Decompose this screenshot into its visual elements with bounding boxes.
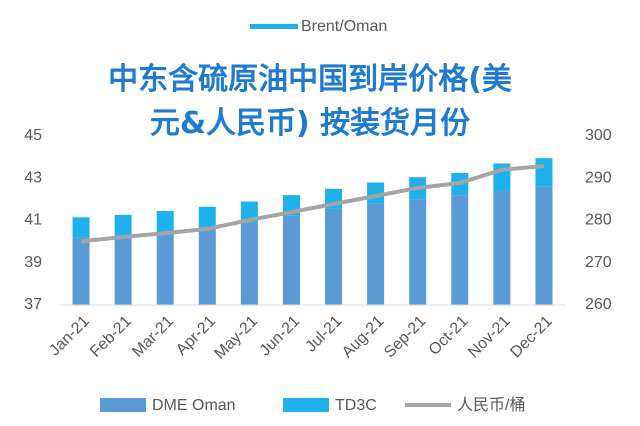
legend-label: DME Oman <box>152 397 236 414</box>
bar <box>156 210 174 234</box>
bar <box>282 215 300 305</box>
bar <box>240 222 258 305</box>
bar <box>114 214 132 236</box>
x-tick-label: Feb-21 <box>87 313 135 361</box>
y2-tick-label: 270 <box>585 254 612 271</box>
y-tick-label: 41 <box>24 212 42 229</box>
x-tick-label: Sep-21 <box>381 313 430 362</box>
bar <box>72 237 90 305</box>
bar <box>156 233 174 305</box>
y-tick-label: 45 <box>24 127 42 144</box>
legend-label: Brent/Oman <box>301 18 387 35</box>
bar <box>493 190 511 305</box>
y2-tick-label: 290 <box>585 169 612 186</box>
x-tick-label: Oct-21 <box>426 313 472 359</box>
x-tick-label: Jun-21 <box>257 313 304 360</box>
bar <box>451 195 469 305</box>
bar <box>198 230 216 305</box>
x-tick-label: Aug-21 <box>339 313 388 362</box>
chart-title: 中东含硫原油中国到岸价格(美元&人民币) 按装货月份 <box>108 62 512 141</box>
y2-tick-label: 300 <box>585 127 612 144</box>
bar <box>367 203 385 305</box>
legend-swatch <box>283 398 329 412</box>
bar <box>325 208 343 305</box>
bar <box>535 186 553 305</box>
x-tick-label: May-21 <box>211 313 261 363</box>
y-tick-label: 37 <box>24 296 42 313</box>
legend-label: 人民币/桶 <box>457 396 525 414</box>
y2-tick-label: 280 <box>585 212 612 229</box>
y2-tick-label: 260 <box>585 296 612 313</box>
legend-swatch <box>100 398 146 412</box>
y-tick-label: 43 <box>24 169 42 186</box>
bar <box>114 235 132 305</box>
line <box>80 164 545 244</box>
x-tick-label: Jan-21 <box>46 313 93 360</box>
y-tick-label: 39 <box>24 254 42 271</box>
x-tick-label: Mar-21 <box>129 313 177 361</box>
x-tick-label: Nov-21 <box>465 313 514 362</box>
bar <box>409 199 427 305</box>
legend-label: TD3C <box>335 397 377 414</box>
bar <box>535 158 553 187</box>
bar <box>72 217 90 238</box>
x-tick-label: Dec-21 <box>507 313 556 362</box>
bar <box>198 206 216 231</box>
legend-swatch <box>250 24 298 29</box>
